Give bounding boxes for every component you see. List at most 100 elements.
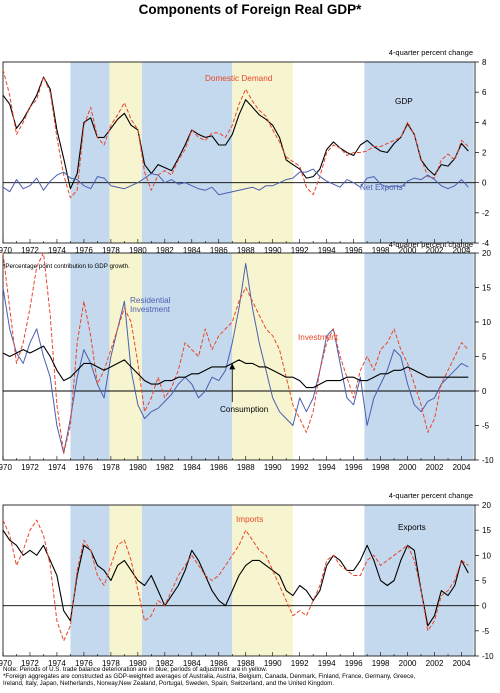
x-tick-label: 2004 bbox=[453, 463, 471, 472]
x-tick-label: 1982 bbox=[156, 659, 174, 668]
x-tick-label: 1998 bbox=[372, 659, 390, 668]
shade-adjustment-2 bbox=[109, 62, 142, 243]
series-label-consumption: Consumption bbox=[220, 405, 269, 414]
series-line-residential-investment bbox=[2, 262, 469, 454]
footnote-gdp-contribution: *Percentage point contribution to GDP gr… bbox=[3, 263, 130, 270]
x-tick-label: 1970 bbox=[0, 659, 12, 668]
y-tick-label: -5 bbox=[482, 627, 490, 636]
series-label-residential-investment: Investment bbox=[130, 305, 171, 314]
x-tick-label: 1970 bbox=[0, 246, 12, 255]
x-tick-label: 1974 bbox=[48, 246, 66, 255]
series-line-exports bbox=[2, 529, 469, 627]
series-line-consumption bbox=[2, 345, 469, 389]
x-tick-label: 1978 bbox=[102, 246, 120, 255]
y-axis-label: 4-quarter percent change bbox=[389, 48, 473, 57]
x-tick-label: 1972 bbox=[21, 659, 39, 668]
y-tick-label: 8 bbox=[482, 58, 487, 67]
annotation-arrow-head bbox=[229, 363, 236, 370]
shade-deterioration-3 bbox=[141, 253, 233, 460]
x-tick-label: 2000 bbox=[399, 246, 417, 255]
x-tick-label: 1986 bbox=[210, 659, 228, 668]
shade-deterioration-1 bbox=[70, 62, 110, 243]
x-tick-label: 1986 bbox=[210, 246, 228, 255]
chart-panel-2: -10 -5 0 5 10 15 20 4-quarter percent change 197… bbox=[0, 240, 494, 472]
x-tick-label: 1982 bbox=[156, 463, 174, 472]
x-tick-label: 1990 bbox=[264, 463, 282, 472]
x-tick-label: 2004 bbox=[453, 246, 471, 255]
shade-adjustment-2 bbox=[109, 505, 142, 656]
x-tick-label: 1992 bbox=[291, 463, 309, 472]
x-tick-label: 1986 bbox=[210, 463, 228, 472]
y-tick-label: 10 bbox=[482, 318, 491, 327]
footnote-shading-and-aggregates: Note: Periods of U.S. trade balance dete… bbox=[3, 666, 416, 688]
y-tick-label: 10 bbox=[482, 551, 491, 560]
x-tick-label: 1970 bbox=[0, 463, 12, 472]
x-tick-label: 1984 bbox=[183, 659, 201, 668]
x-tick-label: 1990 bbox=[264, 659, 282, 668]
y-axis-label: 4-quarter percent change bbox=[389, 240, 473, 249]
shade-deterioration-1 bbox=[70, 253, 110, 460]
y-tick-label: 5 bbox=[482, 353, 487, 362]
x-tick-label: 1998 bbox=[372, 463, 390, 472]
x-tick-label: 1980 bbox=[129, 246, 147, 255]
x-tick-label: 1982 bbox=[156, 246, 174, 255]
x-tick-label: 1976 bbox=[75, 659, 93, 668]
chart-panel-3: -10 -5 0 5 10 15 20 4-quarter percent change 197… bbox=[0, 491, 494, 668]
chart-panel-1: -4 -2 0 2 4 6 8 4-quarter percent change 1970 197… bbox=[0, 48, 490, 255]
shade-adjustment-4 bbox=[232, 505, 293, 656]
x-tick-label: 1978 bbox=[102, 659, 120, 668]
series-line-investment bbox=[2, 252, 469, 454]
x-tick-label: 1992 bbox=[291, 246, 309, 255]
x-tick-label: 2002 bbox=[426, 463, 444, 472]
x-tick-label: 1974 bbox=[48, 463, 66, 472]
x-tick-label: 1994 bbox=[318, 463, 336, 472]
series-line-net-exports bbox=[2, 168, 469, 196]
series-line-gdp bbox=[2, 76, 469, 190]
x-tick-label: 2002 bbox=[426, 659, 444, 668]
y-tick-label: 20 bbox=[482, 501, 491, 510]
shade-deterioration-3 bbox=[141, 62, 233, 243]
y-tick-label: -5 bbox=[482, 422, 490, 431]
y-tick-label: 0 bbox=[482, 602, 487, 611]
x-tick-label: 1990 bbox=[264, 246, 282, 255]
y-tick-label: 15 bbox=[482, 284, 491, 293]
series-label-exports: Exports bbox=[398, 523, 426, 532]
y-tick-label: 4 bbox=[482, 118, 487, 127]
x-tick-label: 1996 bbox=[345, 246, 363, 255]
y-tick-label: -2 bbox=[482, 209, 490, 218]
y-tick-label: 0 bbox=[482, 387, 487, 396]
series-label-investment: Investment bbox=[298, 333, 339, 342]
x-tick-label: 1994 bbox=[318, 659, 336, 668]
x-tick-label: 1996 bbox=[345, 463, 363, 472]
x-tick-label: 1972 bbox=[21, 246, 39, 255]
series-label-imports: Imports bbox=[236, 515, 263, 524]
shade-deterioration-5 bbox=[364, 253, 474, 460]
series-label-domestic-demand: Domestic Demand bbox=[205, 74, 273, 83]
series-line-imports bbox=[2, 519, 469, 642]
x-tick-label: 1976 bbox=[75, 463, 93, 472]
y-tick-label: -4 bbox=[482, 239, 490, 248]
y-tick-label: 2 bbox=[482, 149, 487, 158]
y-tick-label: -10 bbox=[482, 456, 494, 465]
series-line-domestic-demand bbox=[2, 69, 469, 199]
x-tick-label: 1978 bbox=[102, 463, 120, 472]
x-tick-label: 1984 bbox=[183, 246, 201, 255]
x-tick-label: 2000 bbox=[399, 659, 417, 668]
y-tick-label: 5 bbox=[482, 577, 487, 586]
x-tick-label: 1996 bbox=[345, 659, 363, 668]
x-tick-label: 1984 bbox=[183, 463, 201, 472]
shade-adjustment-4 bbox=[232, 62, 293, 243]
x-tick-label: 2000 bbox=[399, 463, 417, 472]
x-tick-label: 1972 bbox=[21, 463, 39, 472]
x-tick-label: 1988 bbox=[237, 659, 255, 668]
y-tick-label: 0 bbox=[482, 179, 487, 188]
x-tick-label: 1988 bbox=[237, 246, 255, 255]
x-tick-label: 1980 bbox=[129, 463, 147, 472]
series-label-gdp: GDP bbox=[395, 97, 413, 106]
x-tick-label: 1974 bbox=[48, 659, 66, 668]
x-tick-label: 1994 bbox=[318, 246, 336, 255]
page-title: Components of Foreign Real GDP* bbox=[138, 2, 362, 17]
y-tick-label: 15 bbox=[482, 526, 491, 535]
x-tick-label: 1988 bbox=[237, 463, 255, 472]
